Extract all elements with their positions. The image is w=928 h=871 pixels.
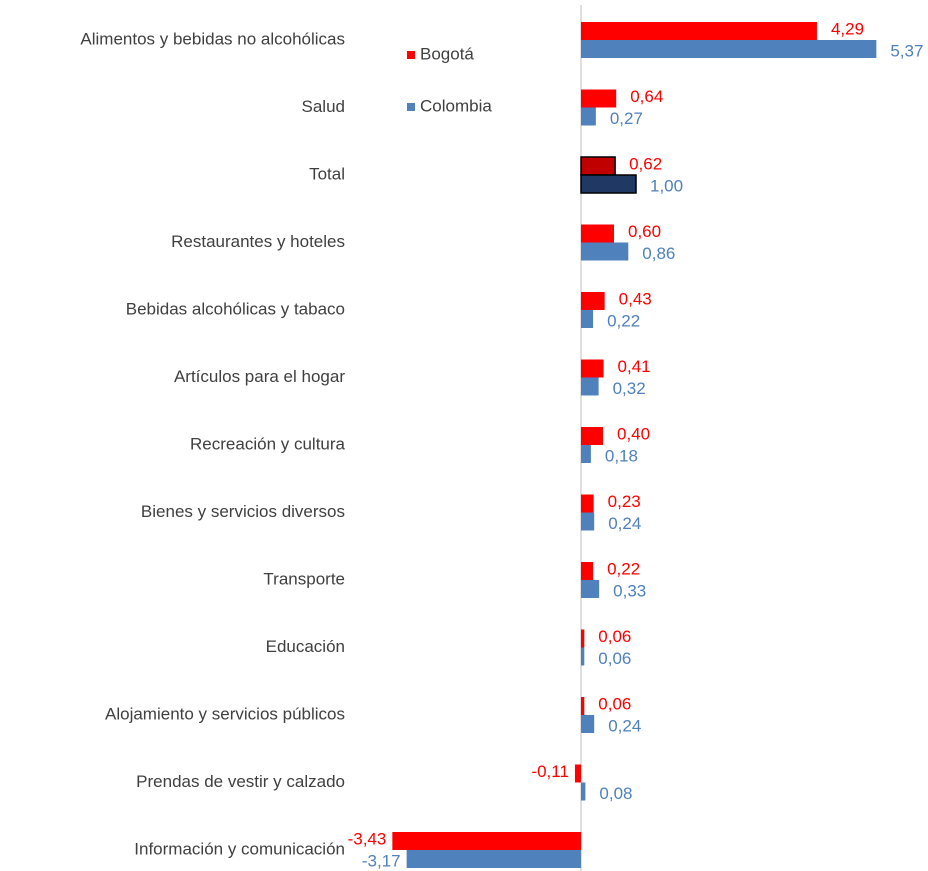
category-label: Alimentos y bebidas no alcohólicas <box>80 29 345 48</box>
legend-swatch <box>407 51 415 59</box>
category-label: Transporte <box>263 569 345 588</box>
bar <box>581 562 594 580</box>
category-label: Bienes y servicios diversos <box>141 502 345 521</box>
value-label: 0,24 <box>608 716 641 735</box>
bar <box>581 107 596 126</box>
value-label: 0,18 <box>605 446 638 465</box>
bar <box>581 580 600 598</box>
value-label: 0,86 <box>642 244 675 263</box>
value-label: 0,60 <box>628 222 661 241</box>
bar <box>581 629 585 648</box>
bar <box>580 156 616 176</box>
category-label: Artículos para el hogar <box>174 367 345 386</box>
bar <box>581 715 595 733</box>
value-label: 0,22 <box>607 559 640 578</box>
value-label: 0,23 <box>608 492 641 511</box>
value-label: -3,43 <box>348 829 387 848</box>
bar <box>581 22 817 40</box>
value-label: 1,00 <box>650 176 683 195</box>
bar <box>581 310 594 328</box>
category-label: Total <box>309 164 345 183</box>
category-label: Información y comunicación <box>134 839 345 858</box>
bar <box>580 174 637 194</box>
value-label: 0,08 <box>599 784 632 803</box>
bar <box>581 377 599 396</box>
value-label: 0,06 <box>598 627 631 646</box>
value-label: 0,64 <box>630 87 663 106</box>
value-label: 4,29 <box>831 19 864 38</box>
bar <box>581 782 586 801</box>
bar <box>581 242 629 261</box>
value-label: 0,06 <box>598 649 631 668</box>
value-label: 0,24 <box>608 514 641 533</box>
bar <box>581 292 605 310</box>
legend-label: Bogotá <box>420 44 474 63</box>
bar <box>581 224 614 243</box>
category-label: Salud <box>302 97 345 116</box>
value-label: 0,43 <box>619 289 652 308</box>
value-label: 0,22 <box>607 311 640 330</box>
bar <box>581 427 603 445</box>
bar <box>581 89 617 108</box>
category-label: Recreación y cultura <box>190 434 346 453</box>
bar <box>406 850 581 868</box>
value-label: 0,06 <box>598 694 631 713</box>
bar <box>581 697 585 715</box>
value-label: 0,40 <box>617 424 650 443</box>
bar <box>392 832 581 850</box>
bar <box>581 647 585 666</box>
value-label: 0,41 <box>618 357 651 376</box>
category-label: Restaurantes y hoteles <box>171 232 345 251</box>
category-label: Bebidas alcohólicas y tabaco <box>126 299 345 318</box>
value-label: 0,27 <box>610 109 643 128</box>
bar <box>581 445 591 463</box>
value-label: 0,33 <box>613 581 646 600</box>
bar <box>574 764 581 783</box>
value-label: 5,37 <box>890 41 923 60</box>
value-label: -3,17 <box>362 851 401 870</box>
legend-label: Colombia <box>420 96 492 115</box>
bar <box>581 40 877 58</box>
bar <box>581 359 604 378</box>
bar <box>581 494 594 513</box>
value-label: 0,32 <box>613 379 646 398</box>
category-label: Educación <box>266 637 345 656</box>
category-label: Prendas de vestir y calzado <box>136 772 345 791</box>
category-label: Alojamiento y servicios públicos <box>105 704 345 723</box>
value-label: 0,62 <box>629 154 662 173</box>
bar <box>581 512 595 531</box>
legend-swatch <box>407 103 415 111</box>
value-label: -0,11 <box>531 762 569 781</box>
